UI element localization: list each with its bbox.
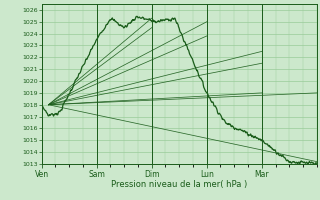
X-axis label: Pression niveau de la mer( hPa ): Pression niveau de la mer( hPa ) [111, 180, 247, 189]
